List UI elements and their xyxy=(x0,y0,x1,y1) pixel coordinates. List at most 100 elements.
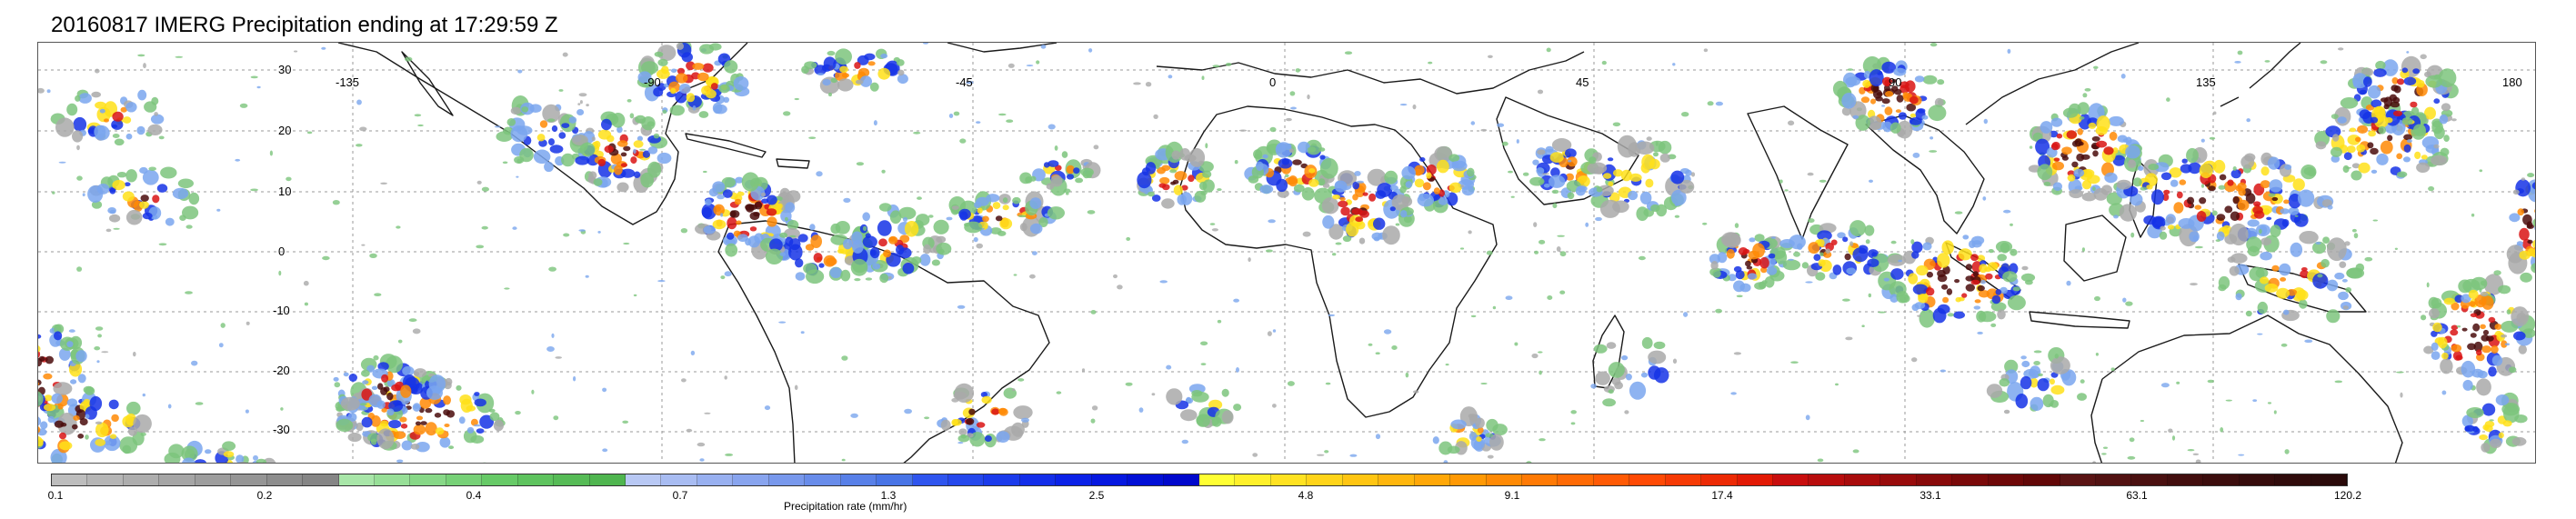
rain-cell xyxy=(2406,51,2410,54)
rain-cell xyxy=(2230,253,2248,264)
rain-cell xyxy=(2122,138,2129,143)
rain-cell xyxy=(1890,79,1898,83)
rain-cell xyxy=(1973,305,1981,310)
rain-cell xyxy=(2471,213,2475,217)
rain-cell xyxy=(681,52,693,63)
rain-cell xyxy=(75,95,81,102)
rain-cell xyxy=(720,275,726,280)
rain-cell xyxy=(898,206,917,220)
colorbar xyxy=(51,474,2348,486)
rain-cell xyxy=(544,161,554,173)
rain-cell xyxy=(1835,383,1839,386)
rain-cell xyxy=(795,258,804,268)
rain-cell xyxy=(2040,121,2053,134)
rain-cell xyxy=(1358,237,1366,245)
rain-cell xyxy=(2351,228,2357,233)
rain-cell xyxy=(2416,79,2425,88)
rain-cell xyxy=(902,263,915,274)
rain-cell xyxy=(58,161,66,164)
rain-cell xyxy=(2101,453,2107,455)
rain-cell xyxy=(1749,237,1756,243)
rain-cell xyxy=(2245,310,2252,317)
rain-cell xyxy=(2494,324,2502,330)
rain-cell xyxy=(1382,225,1400,245)
rain-cell xyxy=(2273,410,2277,414)
rain-cell xyxy=(51,393,63,404)
rain-cell xyxy=(2389,94,2398,102)
coast-japan xyxy=(2220,43,2301,107)
rain-cell xyxy=(2246,236,2262,253)
rain-cell xyxy=(466,426,475,434)
rain-cell xyxy=(38,382,40,385)
rain-cell xyxy=(675,91,687,104)
rain-cell xyxy=(2050,378,2055,385)
rain-cell xyxy=(958,428,967,436)
rain-cell xyxy=(2350,170,2362,181)
rain-cell xyxy=(1180,409,1198,422)
rain-cell xyxy=(125,209,143,225)
rain-cell xyxy=(191,360,198,366)
rain-cell xyxy=(699,458,705,462)
rain-cell xyxy=(2140,420,2145,422)
rain-cell xyxy=(2432,322,2442,333)
rain-cell xyxy=(250,75,258,79)
rain-cell xyxy=(1293,184,1305,193)
rain-cell xyxy=(147,124,163,135)
rain-cell xyxy=(2127,455,2136,460)
rain-cell xyxy=(414,114,422,117)
rain-cell xyxy=(133,414,152,434)
rain-cell xyxy=(1608,181,1614,187)
rain-cell xyxy=(1565,148,1577,158)
rain-cell xyxy=(2501,340,2508,348)
rain-cell xyxy=(1113,274,1118,279)
rain-cell xyxy=(516,175,519,178)
rain-cell xyxy=(677,67,686,75)
rain-cell xyxy=(1325,382,1331,385)
rain-cell xyxy=(222,441,236,452)
rain-cell xyxy=(2375,60,2386,70)
rain-cell xyxy=(1974,299,1981,304)
rain-cell xyxy=(2092,461,2096,463)
rain-cell xyxy=(54,324,65,334)
rain-cell xyxy=(2353,233,2359,239)
rain-cell xyxy=(1922,242,1932,251)
rain-cell xyxy=(678,84,691,94)
rain-cell xyxy=(1417,194,1435,207)
rain-cell xyxy=(2450,329,2459,336)
rain-cell xyxy=(1476,436,1482,442)
rain-cell xyxy=(396,459,404,463)
rain-cell xyxy=(2225,399,2232,402)
rain-cell xyxy=(2315,242,2321,245)
rain-cell xyxy=(1543,184,1550,188)
rain-cell xyxy=(2312,273,2329,289)
rain-cell xyxy=(862,212,870,222)
rain-cell xyxy=(785,236,794,247)
rain-cell xyxy=(1202,170,1212,178)
rain-cell xyxy=(2516,241,2523,246)
rain-cell xyxy=(1929,43,1938,47)
rain-cell xyxy=(443,395,451,405)
colorbar-segment xyxy=(195,474,232,485)
rain-cell xyxy=(736,220,742,225)
colorbar-tick-5: 2.5 xyxy=(1088,489,1105,502)
coastlines xyxy=(337,43,2403,463)
colorbar-tick-3: 0.7 xyxy=(672,489,688,502)
rain-cell xyxy=(1233,298,1239,303)
rain-cell xyxy=(2357,125,2369,134)
rain-cell xyxy=(416,415,424,421)
rain-cell xyxy=(923,43,928,45)
rain-cell xyxy=(516,158,522,164)
rain-cell xyxy=(1428,61,1433,65)
rain-cell xyxy=(2297,189,2315,207)
rain-cell xyxy=(1534,250,1539,255)
rain-cell xyxy=(725,453,734,456)
rain-cell xyxy=(933,219,949,235)
rain-cell xyxy=(2509,366,2517,374)
rain-cell xyxy=(1384,170,1398,185)
colorbar-segment xyxy=(374,474,411,485)
rain-cell xyxy=(172,187,189,200)
rain-cell xyxy=(2061,155,2069,161)
rain-cell xyxy=(2159,231,2168,240)
rain-cell xyxy=(957,304,966,309)
rain-cell xyxy=(1559,251,1567,257)
